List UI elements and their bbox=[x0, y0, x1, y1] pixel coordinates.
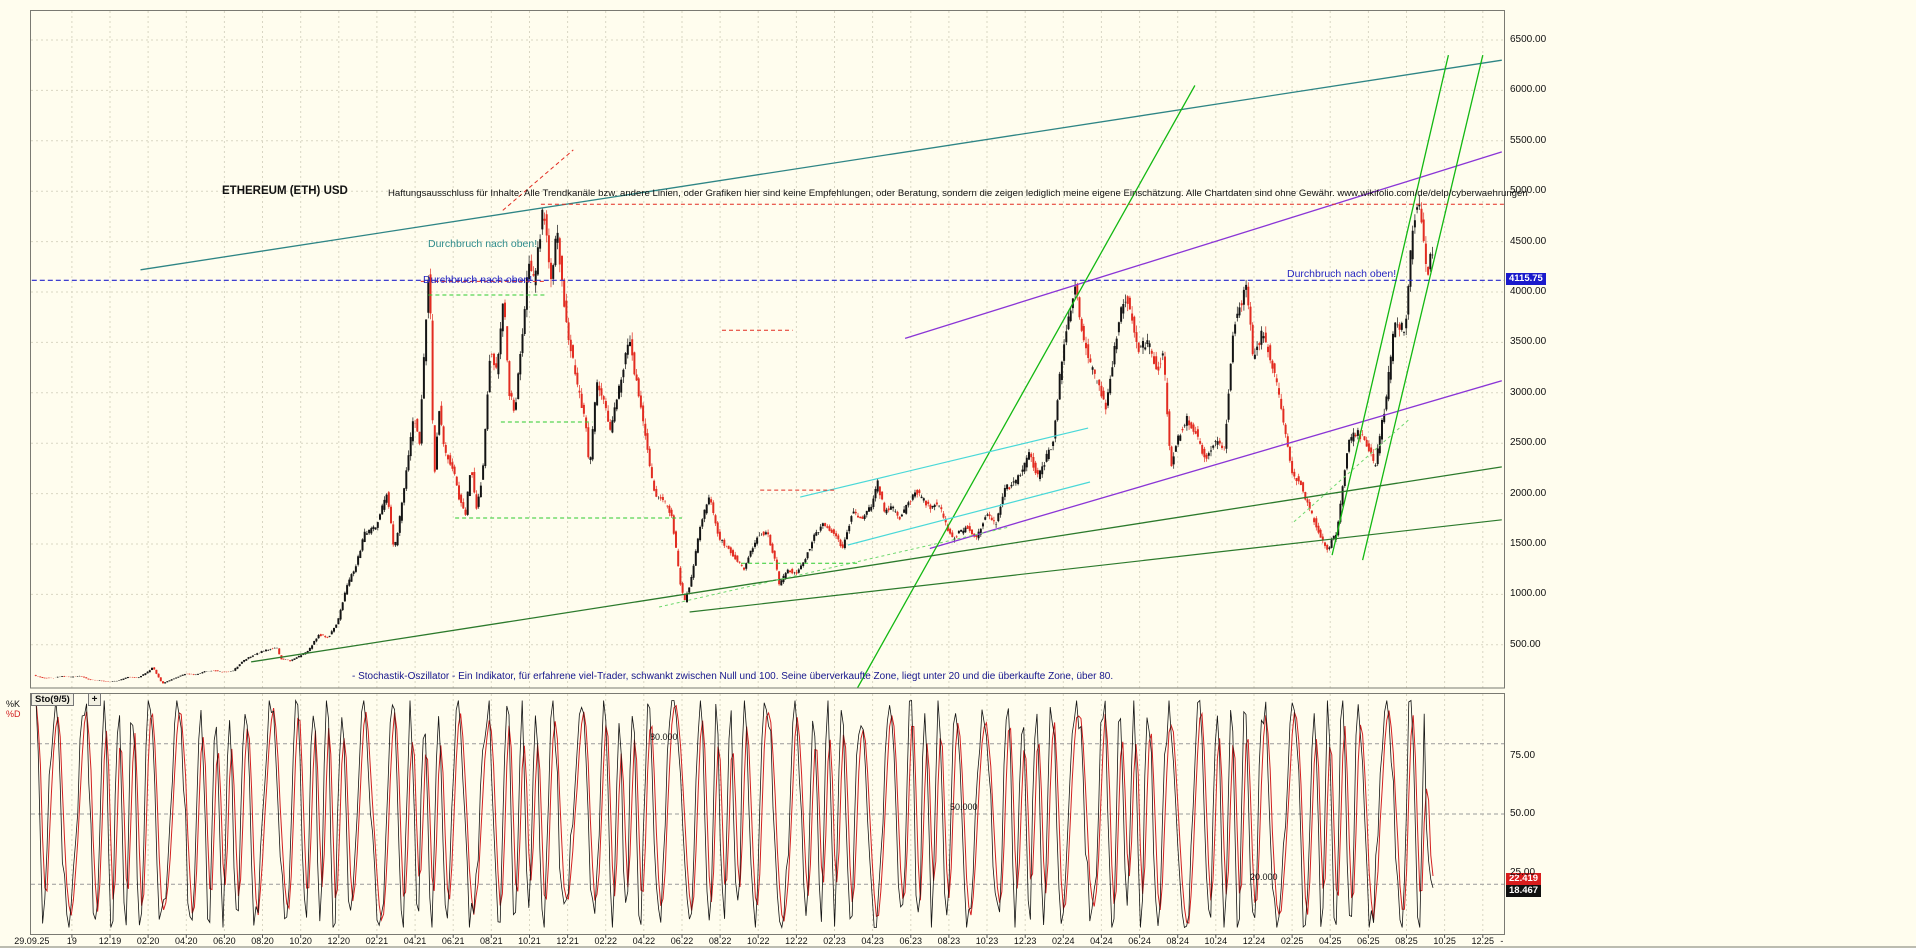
price-axis-label: 6000.00 bbox=[1510, 84, 1547, 96]
stochastic-k-label: %K bbox=[6, 699, 21, 709]
date-axis-label: 08.23 bbox=[937, 936, 961, 946]
date-ticks bbox=[71, 934, 1484, 938]
price-axis-label: 3500.00 bbox=[1510, 336, 1547, 348]
date-axis-label: 10.21 bbox=[518, 936, 541, 946]
main-plot-area[interactable] bbox=[31, 11, 1504, 688]
date-axis-label: 04.20 bbox=[174, 936, 198, 946]
price-axis-label: 1500.00 bbox=[1510, 538, 1547, 549]
price-axis-label: 500.00 bbox=[1510, 638, 1541, 650]
date-axis-label: 12.23 bbox=[1013, 936, 1037, 946]
date-axis-label: 08.24 bbox=[1166, 936, 1189, 946]
date-axis-label: 02.22 bbox=[594, 936, 617, 946]
date-axis-label: 12.25 bbox=[1471, 936, 1495, 946]
stochastic-series[interactable] bbox=[35, 698, 1434, 930]
price-axis-label: 2000.00 bbox=[1510, 487, 1547, 499]
date-axis-label: 12.24 bbox=[1242, 936, 1266, 946]
date-axis-label: 02.21 bbox=[365, 936, 389, 946]
trendline-green-steep-right-2[interactable] bbox=[1361, 54, 1484, 561]
annotation-breakout: Durchbruch nach oben! bbox=[423, 274, 533, 286]
oscillator-plot-area[interactable] bbox=[31, 694, 1504, 934]
date-axis-label: 10.20 bbox=[289, 936, 312, 946]
date-axis-label: 19 bbox=[66, 936, 77, 946]
date-axis-label: 02.24 bbox=[1052, 936, 1075, 946]
price-axis-label: 4000.00 bbox=[1510, 286, 1547, 297]
date-axis-label: 06.24 bbox=[1128, 936, 1151, 946]
date-axis-label: 06.20 bbox=[213, 936, 236, 946]
date-axis-label: 12.20 bbox=[327, 936, 351, 946]
candlestick-series[interactable] bbox=[34, 194, 1434, 684]
stochastic-k-value-badge: 18.467 bbox=[1506, 885, 1542, 898]
date-axis-label: 10.23 bbox=[975, 936, 999, 946]
date-axis-label: 10.25 bbox=[1433, 936, 1456, 946]
price-axis-label: 3000.00 bbox=[1510, 386, 1547, 398]
date-axis-label: 12.19 bbox=[98, 936, 122, 946]
annotation-breakout: Durchbruch nach oben! bbox=[1287, 268, 1397, 280]
stochastic-d-label: %D bbox=[6, 709, 21, 719]
disclaimer-text: Haftungsausschluss für Inhalte: Alle Tre… bbox=[388, 188, 1528, 199]
red-dashed-diagonal-top[interactable] bbox=[502, 149, 574, 211]
date-axis-label: 10.22 bbox=[746, 936, 770, 946]
date-axis-label: 29.09.25 bbox=[14, 936, 50, 946]
date-axis-label: 06.23 bbox=[899, 936, 923, 946]
annotation-breakout: Durchbruch nach oben! bbox=[428, 238, 538, 250]
date-axis-label: 04.22 bbox=[632, 936, 656, 946]
date-axis-label: 08.25 bbox=[1395, 936, 1418, 946]
price-axis-label: 2500.00 bbox=[1510, 437, 1547, 449]
date-axis-label: 08.20 bbox=[251, 936, 274, 946]
price-axis-label: 5500.00 bbox=[1510, 134, 1547, 146]
current-price-badge: 4115.75 bbox=[1506, 273, 1546, 286]
date-axis-label: 08.22 bbox=[708, 936, 732, 946]
chart-title: ETHEREUM (ETH) USD bbox=[222, 185, 348, 197]
trendline-cyan-lower[interactable] bbox=[847, 481, 1091, 546]
date-axis-label: 10.24 bbox=[1204, 936, 1228, 946]
date-axis-label: 04.23 bbox=[861, 936, 884, 946]
trendline-cyan-upper[interactable] bbox=[800, 427, 1089, 498]
date-axis-label: 04.24 bbox=[1090, 936, 1113, 946]
date-axis-label: 04.25 bbox=[1318, 936, 1342, 946]
date-axis-label: 06.25 bbox=[1357, 936, 1380, 946]
price-axis-label: 4500.00 bbox=[1510, 235, 1547, 247]
stochastic-axis-label: 25.00 bbox=[1510, 866, 1536, 878]
stochastic-axis-label: 75.00 bbox=[1510, 749, 1536, 761]
date-axis-label: 12.22 bbox=[785, 936, 808, 946]
green-dashed-diagonal-right[interactable] bbox=[1293, 419, 1409, 523]
date-axis-label: 06.22 bbox=[670, 936, 694, 946]
trendline-green-steep-right-1[interactable] bbox=[1331, 54, 1450, 556]
stochastic-level-label: 20.000 bbox=[1250, 872, 1278, 883]
trendline-purple-upper[interactable] bbox=[904, 151, 1502, 340]
add-indicator-button[interactable]: + bbox=[88, 693, 101, 706]
stochastic-d-value-badge: 22.419 bbox=[1506, 872, 1542, 885]
date-axis-label: 02.20 bbox=[136, 936, 160, 946]
date-axis-label: 08.21 bbox=[480, 936, 503, 946]
panel-borders bbox=[0, 10, 1916, 948]
date-axis-label: 02.25 bbox=[1280, 936, 1304, 946]
date-axis-label: 02.23 bbox=[823, 936, 846, 946]
stochastic-description: - Stochastik-Oszillator - Ein Indikator,… bbox=[352, 671, 1114, 682]
stochastic-level-label: 50.000 bbox=[950, 802, 978, 812]
trendline-purple-lower[interactable] bbox=[929, 380, 1502, 550]
stochastic-axis-label: 50.00 bbox=[1510, 808, 1536, 819]
date-axis-label: 12.21 bbox=[556, 936, 579, 946]
stochastic-level-label: 80.000 bbox=[650, 731, 678, 742]
date-axis-label: 06.21 bbox=[441, 936, 465, 946]
trendline-green-steep-long[interactable] bbox=[856, 85, 1196, 688]
price-axis-label: 1000.00 bbox=[1510, 588, 1547, 600]
date-axis-label: 04.21 bbox=[403, 936, 427, 946]
trendline-darkgreen-support-2[interactable] bbox=[689, 519, 1502, 613]
date-axis-label: - bbox=[1500, 936, 1504, 946]
price-axis-label: 5000.00 bbox=[1510, 185, 1547, 197]
price-axis-label: 6500.00 bbox=[1510, 34, 1547, 45]
stochastic-settings-button[interactable]: Sto(9/5) bbox=[31, 693, 74, 706]
trendline-teal-rising[interactable] bbox=[140, 59, 1502, 271]
trendline-darkgreen-support[interactable] bbox=[250, 466, 1502, 663]
